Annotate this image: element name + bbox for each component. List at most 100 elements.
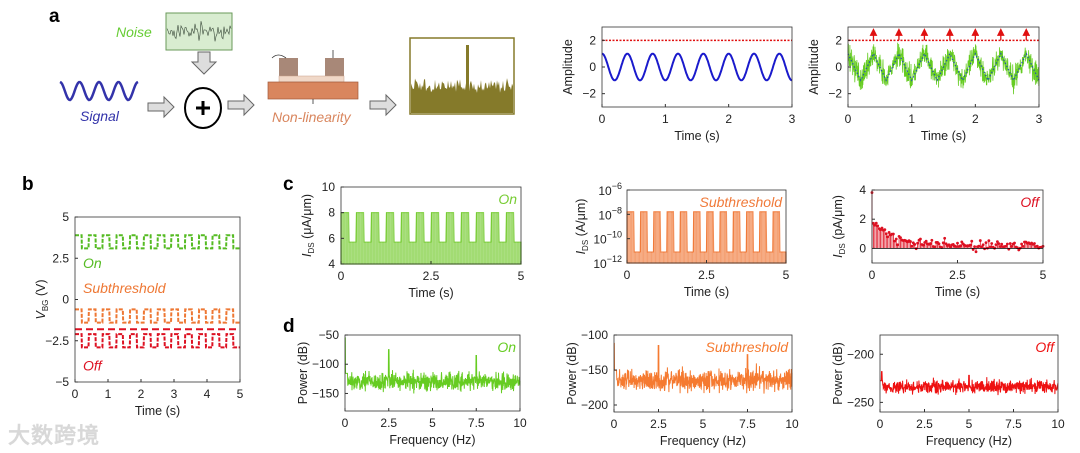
x-tick-label: 10 xyxy=(785,417,799,431)
y-tick-label: −150 xyxy=(581,363,608,377)
legend-label: On xyxy=(498,191,517,207)
x-tick-label: 5 xyxy=(783,268,790,282)
x-tick-label: 0 xyxy=(599,112,606,126)
chart-d1: 0 2.5 5 7.5 10 −50 −100 −150 Frequency (Hz) Power… xyxy=(296,328,527,447)
data-point xyxy=(887,231,891,234)
x-tick-label: 3 xyxy=(789,112,796,126)
series-off xyxy=(75,333,240,349)
spectrum-fill xyxy=(411,45,513,113)
chart-d2: 0 2.5 5 7.5 10 −100 −150 −200 Frequency (Hz) Powe… xyxy=(565,328,799,448)
data-point xyxy=(891,232,895,236)
x-tick-label: 5 xyxy=(966,417,973,431)
x-tick-label: 0 xyxy=(611,417,618,431)
x-tick-label: 0 xyxy=(869,268,876,282)
series-signal xyxy=(601,52,793,82)
noise-trace xyxy=(166,21,232,42)
data-point xyxy=(919,237,922,241)
legend-label: On xyxy=(497,339,516,355)
y-tick-label: −2.5 xyxy=(45,334,69,348)
axes-frame xyxy=(879,334,1059,413)
y-tick-label: 2.5 xyxy=(52,251,69,265)
y-tick-label: −200 xyxy=(581,398,608,412)
x-tick-label: 0 xyxy=(342,416,349,430)
x-axis-label: Frequency (Hz) xyxy=(660,434,746,448)
data-point xyxy=(1008,242,1012,245)
data-point xyxy=(974,250,978,254)
x-tick-label: 7.5 xyxy=(739,417,756,431)
data-point xyxy=(988,245,992,249)
series-label-off: Off xyxy=(83,358,104,374)
nonlinearity-label: Non-linearity xyxy=(272,109,352,125)
y-tick-label: 0 xyxy=(62,293,69,307)
y-tick-label: 10−6 xyxy=(598,181,622,198)
x-tick-label: 2 xyxy=(972,112,979,126)
y-axis-label: VBG (V) xyxy=(34,279,50,319)
y-tick-label: 10−10 xyxy=(593,230,622,247)
arrow-right-icon xyxy=(147,95,175,119)
noise-label: Noise xyxy=(116,24,152,40)
data-point xyxy=(977,244,981,248)
y-tick-label: 10 xyxy=(322,180,336,194)
axes-frame xyxy=(871,189,1044,264)
y-tick-label: 2 xyxy=(835,33,842,47)
x-tick-label: 10 xyxy=(513,416,527,430)
y-tick-label: 0 xyxy=(589,60,596,74)
x-tick-label: 5 xyxy=(237,387,244,401)
data-point xyxy=(884,232,888,236)
data-point xyxy=(924,239,928,243)
data-point xyxy=(1020,242,1024,246)
x-tick-label: 0 xyxy=(624,268,631,282)
x-tick-label: 0 xyxy=(877,417,884,431)
y-tick-label: −5 xyxy=(55,375,69,389)
signal-wave xyxy=(59,80,139,102)
plot-area xyxy=(880,371,1059,396)
y-tick-label: −100 xyxy=(581,328,608,342)
x-tick-label: 2.5 xyxy=(916,417,933,431)
data-point xyxy=(990,242,994,245)
panel-label-a: a xyxy=(49,6,60,27)
data-point xyxy=(873,223,877,227)
data-point xyxy=(883,228,887,232)
y-axis-label: IDS (μA/μm) xyxy=(300,194,316,257)
y-tick-label: −50 xyxy=(319,328,340,342)
data-point xyxy=(899,236,902,240)
chart-c2: 0 2.5 5 10−6 10−8 10−10 10−12 Time (s) IDS (A/μm… xyxy=(574,181,790,299)
x-tick-label: 1 xyxy=(908,112,915,126)
plot-area xyxy=(870,191,1045,254)
legend-label: Off xyxy=(1035,339,1056,355)
data-point xyxy=(916,241,919,245)
y-tick-label: 10−8 xyxy=(598,205,622,222)
x-axis-label: Time (s) xyxy=(935,285,980,299)
x-axis-label: Time (s) xyxy=(921,129,966,143)
series-off xyxy=(880,371,1059,396)
y-tick-label: 4 xyxy=(328,257,335,271)
data-point xyxy=(921,243,925,247)
series-signal xyxy=(847,52,1040,82)
x-tick-label: 2.5 xyxy=(650,417,667,431)
plot-area xyxy=(340,212,522,265)
y-tick-label: −150 xyxy=(312,386,339,400)
data-point xyxy=(978,239,982,242)
x-tick-label: 2.5 xyxy=(698,268,715,282)
arrow-right-icon xyxy=(227,93,255,117)
plot-area xyxy=(613,342,793,394)
x-tick-label: 3 xyxy=(1036,112,1043,126)
y-axis-label: IDS (A/μm) xyxy=(574,199,590,255)
x-tick-label: 2 xyxy=(725,112,732,126)
data-point xyxy=(913,243,917,246)
data-point xyxy=(960,240,964,244)
chart-d3: 0 2.5 5 7.5 10 −200 −250 Frequency (Hz) Power (d… xyxy=(831,334,1065,448)
x-axis-label: Frequency (Hz) xyxy=(389,433,475,447)
series-on xyxy=(75,234,240,250)
plot-area xyxy=(344,337,521,394)
y-tick-label: 2 xyxy=(859,212,866,226)
data-point xyxy=(998,245,1002,248)
legend-label: Subthreshold xyxy=(699,194,783,210)
data-point xyxy=(930,238,934,242)
plot-area xyxy=(847,28,1040,95)
x-tick-label: 2 xyxy=(138,387,145,401)
plot-area xyxy=(626,211,787,264)
data-point xyxy=(958,244,962,248)
